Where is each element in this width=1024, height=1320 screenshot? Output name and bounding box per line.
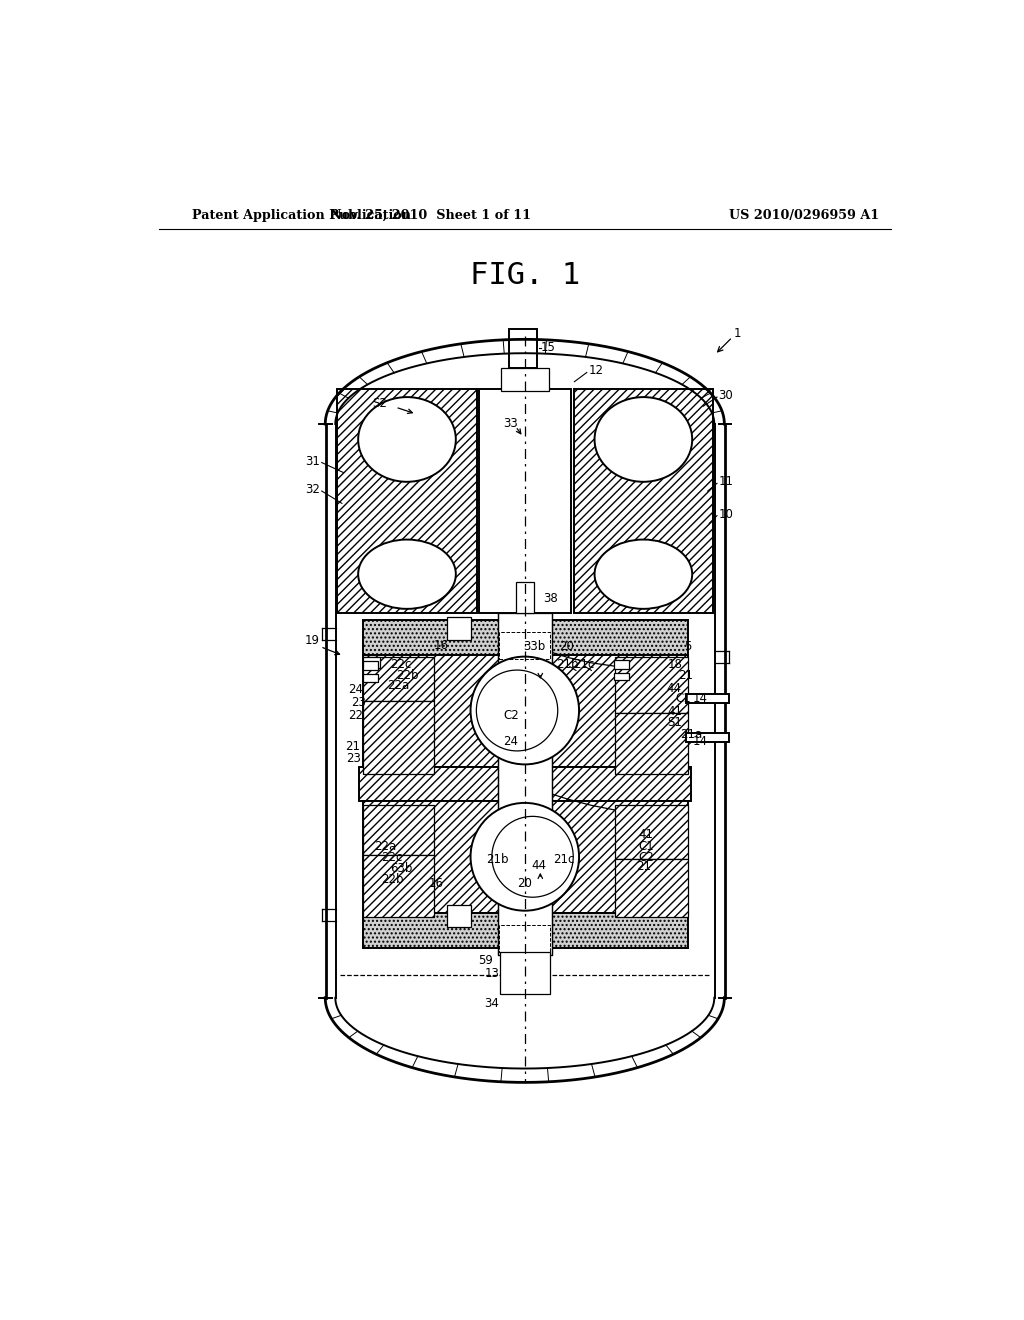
Ellipse shape xyxy=(595,397,692,482)
FancyBboxPatch shape xyxy=(362,801,687,913)
FancyBboxPatch shape xyxy=(501,368,549,391)
FancyBboxPatch shape xyxy=(686,693,729,702)
FancyBboxPatch shape xyxy=(362,701,434,775)
Text: 44: 44 xyxy=(667,681,682,694)
Text: 14: 14 xyxy=(692,735,708,748)
FancyBboxPatch shape xyxy=(573,389,713,612)
Text: 21a: 21a xyxy=(680,727,702,741)
Ellipse shape xyxy=(471,656,579,764)
FancyBboxPatch shape xyxy=(362,855,434,917)
Text: 22: 22 xyxy=(348,709,364,722)
FancyBboxPatch shape xyxy=(362,657,434,701)
Text: 23: 23 xyxy=(346,752,361,766)
Text: 31: 31 xyxy=(305,454,319,467)
Text: 41: 41 xyxy=(638,828,653,841)
FancyBboxPatch shape xyxy=(362,656,380,668)
Text: 10: 10 xyxy=(719,508,733,520)
Text: 41: 41 xyxy=(668,705,682,718)
Text: S2: S2 xyxy=(372,397,387,409)
Text: 22c: 22c xyxy=(381,851,402,865)
FancyBboxPatch shape xyxy=(614,713,687,775)
Text: 24: 24 xyxy=(348,684,364,696)
FancyBboxPatch shape xyxy=(614,657,687,713)
Text: 5: 5 xyxy=(684,640,692,653)
FancyBboxPatch shape xyxy=(614,805,687,859)
FancyBboxPatch shape xyxy=(362,913,687,948)
Text: 21: 21 xyxy=(636,861,651,874)
Text: 15: 15 xyxy=(541,342,556,354)
Text: C1: C1 xyxy=(638,840,653,853)
Text: 21: 21 xyxy=(678,668,693,681)
FancyBboxPatch shape xyxy=(447,906,471,927)
Text: 1: 1 xyxy=(734,327,741,341)
Ellipse shape xyxy=(358,397,456,482)
Text: 21: 21 xyxy=(345,741,360,754)
Ellipse shape xyxy=(358,540,456,609)
FancyBboxPatch shape xyxy=(362,620,687,655)
FancyBboxPatch shape xyxy=(359,767,691,801)
Text: 13: 13 xyxy=(484,966,500,979)
Text: 38: 38 xyxy=(544,593,558,606)
Text: 22b: 22b xyxy=(396,668,419,681)
FancyBboxPatch shape xyxy=(614,859,687,917)
FancyBboxPatch shape xyxy=(498,612,552,956)
Text: 30: 30 xyxy=(719,389,733,403)
Text: 12: 12 xyxy=(589,364,603,378)
Text: 22a: 22a xyxy=(375,840,396,853)
Text: 59: 59 xyxy=(478,954,494,968)
FancyBboxPatch shape xyxy=(500,952,550,994)
Text: 22c: 22c xyxy=(390,657,412,671)
FancyBboxPatch shape xyxy=(614,673,630,681)
FancyBboxPatch shape xyxy=(362,661,378,671)
FancyBboxPatch shape xyxy=(447,618,471,640)
FancyBboxPatch shape xyxy=(362,805,434,855)
Text: 19: 19 xyxy=(305,634,319,647)
Text: 44: 44 xyxy=(531,859,546,871)
Text: 21c: 21c xyxy=(553,853,574,866)
Text: C2: C2 xyxy=(638,851,653,865)
FancyBboxPatch shape xyxy=(686,733,729,742)
Text: 21c: 21c xyxy=(572,657,594,671)
Text: 24: 24 xyxy=(503,735,518,748)
Text: 20: 20 xyxy=(559,640,573,653)
Text: C2: C2 xyxy=(503,709,519,722)
Text: 22a: 22a xyxy=(387,680,410,693)
Text: S1: S1 xyxy=(668,717,682,730)
Text: 34: 34 xyxy=(484,998,500,1010)
FancyBboxPatch shape xyxy=(362,655,687,767)
Text: 11: 11 xyxy=(719,475,733,488)
FancyBboxPatch shape xyxy=(362,675,378,682)
Text: Nov. 25, 2010  Sheet 1 of 11: Nov. 25, 2010 Sheet 1 of 11 xyxy=(330,209,530,222)
Text: 21b: 21b xyxy=(486,853,509,866)
Text: 20: 20 xyxy=(517,878,531,890)
Text: FIG. 1: FIG. 1 xyxy=(470,261,580,290)
Text: 22b: 22b xyxy=(381,874,403,887)
Text: 18: 18 xyxy=(668,657,682,671)
FancyBboxPatch shape xyxy=(509,330,538,368)
Ellipse shape xyxy=(471,803,579,911)
Text: 16: 16 xyxy=(429,878,443,890)
Text: 32: 32 xyxy=(305,483,319,496)
Text: Patent Application Publication: Patent Application Publication xyxy=(191,209,411,222)
Text: 33b: 33b xyxy=(523,640,546,653)
Text: 33: 33 xyxy=(503,417,518,430)
FancyBboxPatch shape xyxy=(479,389,571,612)
Text: C1: C1 xyxy=(675,693,691,705)
FancyBboxPatch shape xyxy=(337,389,477,612)
Ellipse shape xyxy=(492,816,573,898)
Ellipse shape xyxy=(476,671,558,751)
FancyBboxPatch shape xyxy=(614,660,630,669)
Text: 23: 23 xyxy=(351,696,366,709)
Text: 21b: 21b xyxy=(556,657,579,671)
Text: US 2010/0296959 A1: US 2010/0296959 A1 xyxy=(729,209,879,222)
Text: 14: 14 xyxy=(692,693,708,705)
FancyBboxPatch shape xyxy=(515,582,535,612)
Text: 63b: 63b xyxy=(390,862,413,875)
Text: 16: 16 xyxy=(433,639,449,652)
Ellipse shape xyxy=(595,540,692,609)
